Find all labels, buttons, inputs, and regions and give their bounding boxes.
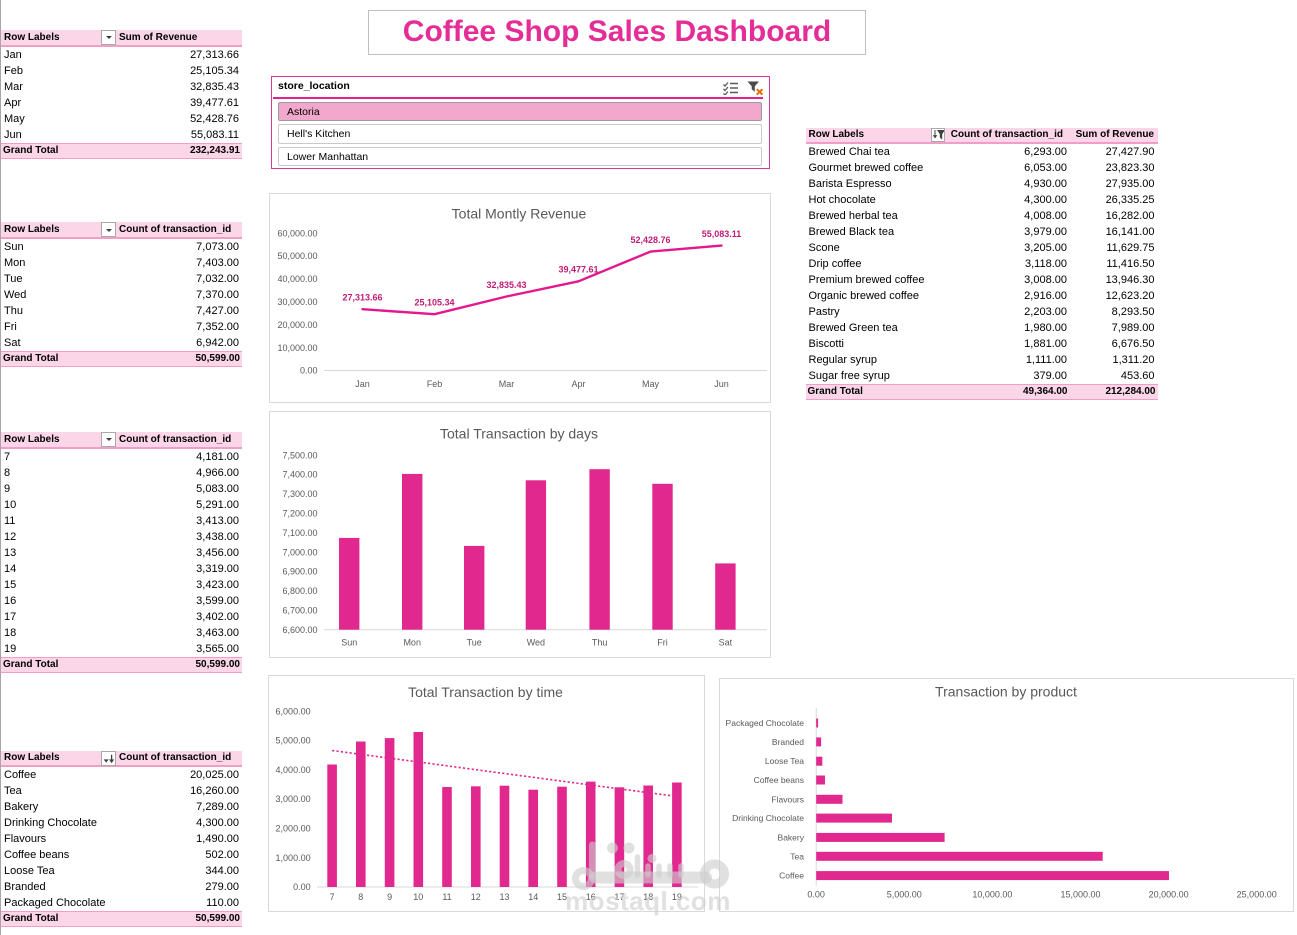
svg-text:Apr: Apr: [571, 379, 585, 389]
svg-text:16: 16: [586, 892, 596, 902]
svg-text:5,000.00: 5,000.00: [886, 889, 921, 899]
svg-text:0.00: 0.00: [293, 882, 311, 892]
svg-text:14: 14: [528, 892, 538, 902]
svg-text:6,900.00: 6,900.00: [282, 566, 317, 576]
svg-text:13: 13: [499, 892, 509, 902]
svg-text:Total Transaction by days: Total Transaction by days: [440, 425, 598, 441]
svg-text:7,500.00: 7,500.00: [282, 450, 317, 460]
svg-text:10,000.00: 10,000.00: [277, 342, 317, 352]
svg-text:Total Montly Revenue: Total Montly Revenue: [451, 205, 586, 221]
svg-text:40,000.00: 40,000.00: [277, 274, 317, 284]
svg-text:25,000.00: 25,000.00: [1236, 889, 1276, 899]
svg-text:0.00: 0.00: [299, 365, 317, 375]
svg-text:0.00: 0.00: [807, 889, 825, 899]
svg-text:Flavours: Flavours: [771, 794, 804, 804]
svg-text:32,835.43: 32,835.43: [486, 279, 526, 289]
svg-text:7,100.00: 7,100.00: [282, 527, 317, 537]
svg-text:6,800.00: 6,800.00: [282, 586, 317, 596]
svg-text:27,313.66: 27,313.66: [342, 292, 382, 302]
svg-text:5,000.00: 5,000.00: [276, 735, 311, 745]
svg-text:4,000.00: 4,000.00: [276, 764, 311, 774]
svg-text:Thu: Thu: [591, 637, 607, 647]
svg-text:Packaged Chocolate: Packaged Chocolate: [725, 718, 804, 728]
svg-text:30,000.00: 30,000.00: [277, 297, 317, 307]
svg-text:20,000.00: 20,000.00: [277, 319, 317, 329]
svg-text:10: 10: [413, 892, 423, 902]
svg-text:Coffee: Coffee: [779, 870, 804, 880]
svg-text:6,600.00: 6,600.00: [282, 624, 317, 634]
svg-text:Drinking Chocolate: Drinking Chocolate: [732, 813, 804, 823]
svg-text:17: 17: [614, 892, 624, 902]
svg-text:May: May: [641, 379, 659, 389]
svg-text:Total Transaction by time: Total Transaction by time: [408, 684, 563, 700]
svg-text:Sat: Sat: [718, 637, 732, 647]
svg-text:Feb: Feb: [426, 379, 442, 389]
svg-text:Loose Tea: Loose Tea: [764, 756, 803, 766]
svg-text:Tue: Tue: [466, 637, 481, 647]
svg-text:Jan: Jan: [355, 379, 370, 389]
svg-text:20,000.00: 20,000.00: [1148, 889, 1188, 899]
svg-text:60,000.00: 60,000.00: [277, 228, 317, 238]
svg-text:3,000.00: 3,000.00: [276, 794, 311, 804]
svg-text:11: 11: [442, 892, 451, 902]
svg-text:Branded: Branded: [771, 736, 803, 746]
svg-text:Tea: Tea: [790, 851, 804, 861]
svg-text:6,700.00: 6,700.00: [282, 605, 317, 615]
svg-text:39,477.61: 39,477.61: [558, 264, 598, 274]
svg-text:55,083.11: 55,083.11: [701, 228, 741, 238]
svg-text:8: 8: [358, 892, 363, 902]
svg-text:7,200.00: 7,200.00: [282, 508, 317, 518]
svg-text:12: 12: [471, 892, 481, 902]
svg-text:Jun: Jun: [714, 379, 729, 389]
svg-text:6,000.00: 6,000.00: [276, 706, 311, 716]
svg-text:Mar: Mar: [498, 379, 514, 389]
svg-text:7,000.00: 7,000.00: [282, 547, 317, 557]
svg-text:50,000.00: 50,000.00: [277, 251, 317, 261]
svg-text:9: 9: [387, 892, 392, 902]
svg-text:7: 7: [330, 892, 335, 902]
svg-text:7,300.00: 7,300.00: [282, 489, 317, 499]
svg-text:2,000.00: 2,000.00: [276, 823, 311, 833]
svg-text:Fri: Fri: [657, 637, 668, 647]
svg-text:52,428.76: 52,428.76: [630, 234, 670, 244]
svg-text:1,000.00: 1,000.00: [276, 852, 311, 862]
svg-text:15: 15: [557, 892, 567, 902]
svg-text:25,105.34: 25,105.34: [414, 297, 454, 307]
svg-text:Transaction by product: Transaction by product: [935, 683, 1077, 699]
svg-text:18: 18: [643, 892, 653, 902]
svg-text:15,000.00: 15,000.00: [1060, 889, 1100, 899]
svg-text:Bakery: Bakery: [777, 832, 804, 842]
svg-text:Sun: Sun: [341, 637, 357, 647]
svg-text:Coffee beans: Coffee beans: [753, 775, 803, 785]
svg-text:Wed: Wed: [526, 637, 544, 647]
svg-text:Mon: Mon: [403, 637, 421, 647]
svg-text:10,000.00: 10,000.00: [972, 889, 1012, 899]
svg-text:19: 19: [672, 892, 682, 902]
svg-text:7,400.00: 7,400.00: [282, 469, 317, 479]
